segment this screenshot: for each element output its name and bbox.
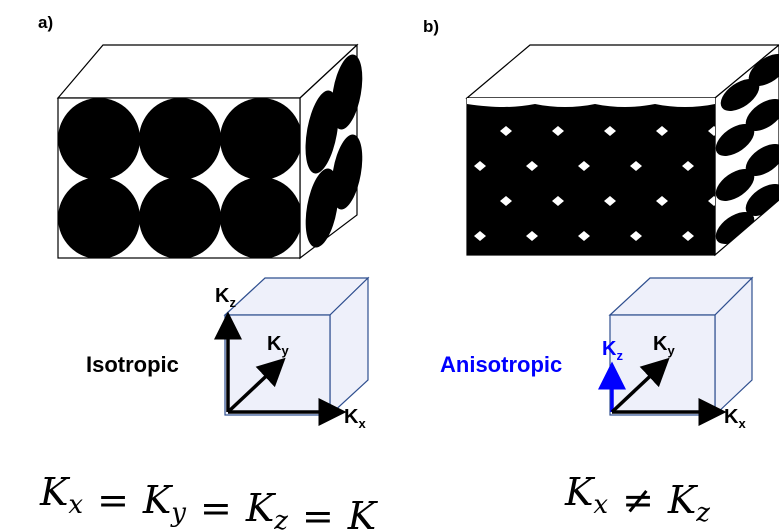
axis-base: K: [215, 285, 230, 307]
term-sub: x: [593, 490, 608, 520]
term-sub: z: [273, 506, 288, 532]
term-sub: y: [170, 498, 186, 528]
axis-base: K: [602, 338, 617, 360]
operator: =: [302, 494, 334, 532]
term-base: K: [564, 470, 596, 514]
axis-sub: z: [229, 295, 236, 310]
axis-label: Kx: [344, 406, 366, 431]
axis-label: Kz: [215, 285, 236, 310]
panel-label: a): [38, 13, 53, 32]
equation: Kx = Ky = Kz = K: [39, 470, 379, 532]
term-sub: x: [68, 490, 83, 520]
box-anisotropic: [467, 45, 779, 255]
term-base: K: [245, 486, 277, 530]
operator: =: [97, 478, 129, 522]
operator: =: [200, 486, 232, 530]
equation: Kx ≠ Kz: [564, 470, 710, 528]
axis-base: K: [267, 333, 282, 355]
axis-sub: y: [281, 343, 289, 358]
panel-label: b): [423, 17, 439, 36]
axis-base: K: [344, 406, 359, 428]
caption: Anisotropic: [440, 352, 562, 377]
term-base: K: [142, 478, 174, 522]
term-sub: z: [695, 498, 710, 528]
term-base: K: [39, 470, 71, 514]
figure: a) b) Isotropic Anisotropic Kz Ky Kx Kz …: [0, 0, 779, 532]
axis-base: K: [724, 406, 739, 428]
axis-sub: x: [738, 416, 746, 431]
operator: ≠: [622, 478, 654, 522]
axis-sub: x: [358, 416, 366, 431]
term-base: K: [347, 494, 379, 532]
axis-sub: z: [616, 348, 623, 363]
axis-label: Kx: [724, 406, 746, 431]
box-isotropic: [58, 45, 367, 259]
axis-sub: y: [667, 343, 675, 358]
axis-base: K: [653, 333, 668, 355]
caption: Isotropic: [86, 352, 179, 377]
term-base: K: [667, 478, 699, 522]
